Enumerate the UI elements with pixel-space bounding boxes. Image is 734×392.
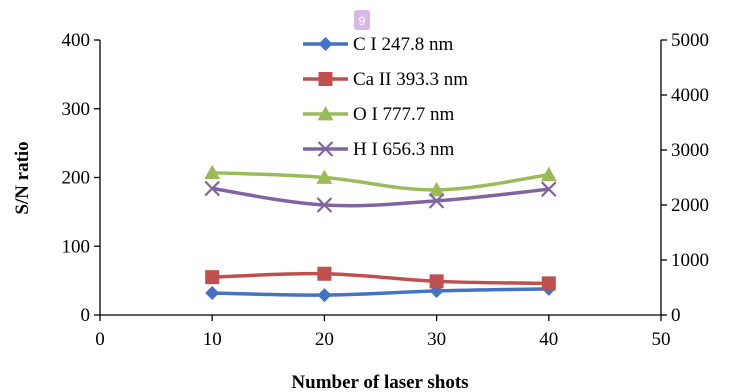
legend-item-3: O I 777.7 nm	[303, 104, 455, 125]
data-point	[541, 276, 556, 291]
data-point	[428, 181, 445, 197]
page-badge: 9	[354, 10, 370, 30]
data-point	[429, 274, 444, 289]
series-2	[205, 266, 556, 291]
marker-stroke	[317, 141, 334, 157]
legend-item-1: C I 247.8 nm	[303, 34, 454, 55]
x-axis-title: Number of laser shots	[291, 372, 468, 392]
data-point	[205, 270, 220, 285]
series-line	[212, 170, 550, 192]
y2-tick-label: 2000	[671, 195, 709, 216]
marker-stroke	[204, 180, 220, 197]
page-badge-bg	[354, 10, 370, 30]
legend-marker	[317, 141, 334, 157]
x-tick-label: 20	[315, 329, 334, 350]
data-point	[428, 193, 445, 209]
legend-item-4: H I 656.3 nm	[303, 139, 455, 160]
page-badge-label: 9	[359, 14, 366, 28]
x-tick-label: 50	[652, 329, 671, 350]
legend-marker	[318, 72, 333, 86]
series-line	[212, 287, 549, 297]
data-point	[541, 181, 557, 197]
legend-label: O I 777.7 nm	[353, 104, 455, 125]
marker-stroke	[541, 181, 557, 197]
y2-tick-label: 5000	[671, 30, 709, 51]
data-point	[317, 266, 332, 281]
data-point	[316, 169, 333, 184]
y2-tick-label: 4000	[671, 85, 709, 106]
y2-tick-label: 1000	[671, 250, 709, 271]
y-tick-label: 400	[62, 30, 91, 51]
y-tick-label: 300	[62, 99, 91, 120]
series-1	[205, 281, 556, 303]
x-tick-label: 0	[95, 329, 105, 350]
x-tick-label: 10	[203, 329, 222, 350]
y-tick-label: 100	[62, 236, 91, 257]
series-line	[211, 186, 549, 208]
y2-tick-label: 0	[671, 305, 681, 326]
legend-label: Ca II 393.3 nm	[353, 69, 468, 90]
legend-label: H I 656.3 nm	[353, 139, 455, 160]
data-point	[204, 180, 220, 197]
y2-tick-label: 3000	[671, 140, 709, 161]
data-point	[205, 286, 220, 300]
data-point	[204, 164, 221, 180]
x-tick-label: 40	[539, 329, 558, 350]
legend-marker	[318, 37, 333, 51]
marker-stroke	[316, 197, 333, 213]
series-4	[204, 180, 557, 213]
legend-marker	[317, 106, 334, 121]
series-layer	[204, 164, 557, 303]
series-3	[204, 164, 557, 197]
y-tick-label: 200	[62, 168, 91, 189]
data-point	[317, 288, 332, 303]
y-tick-label: 0	[81, 305, 91, 326]
data-point	[316, 197, 333, 213]
y-axis-title: S/N ratio	[12, 141, 33, 214]
legend: C I 247.8 nm Ca II 393.3 nm O I 777.7 nm H …	[303, 10, 468, 160]
legend-label: C I 247.8 nm	[353, 34, 454, 55]
marker-stroke	[428, 193, 445, 209]
legend-item-2: Ca II 393.3 nm	[303, 69, 468, 90]
data-point	[540, 166, 557, 182]
x-tick-label: 30	[427, 329, 446, 350]
series-line	[212, 271, 549, 286]
